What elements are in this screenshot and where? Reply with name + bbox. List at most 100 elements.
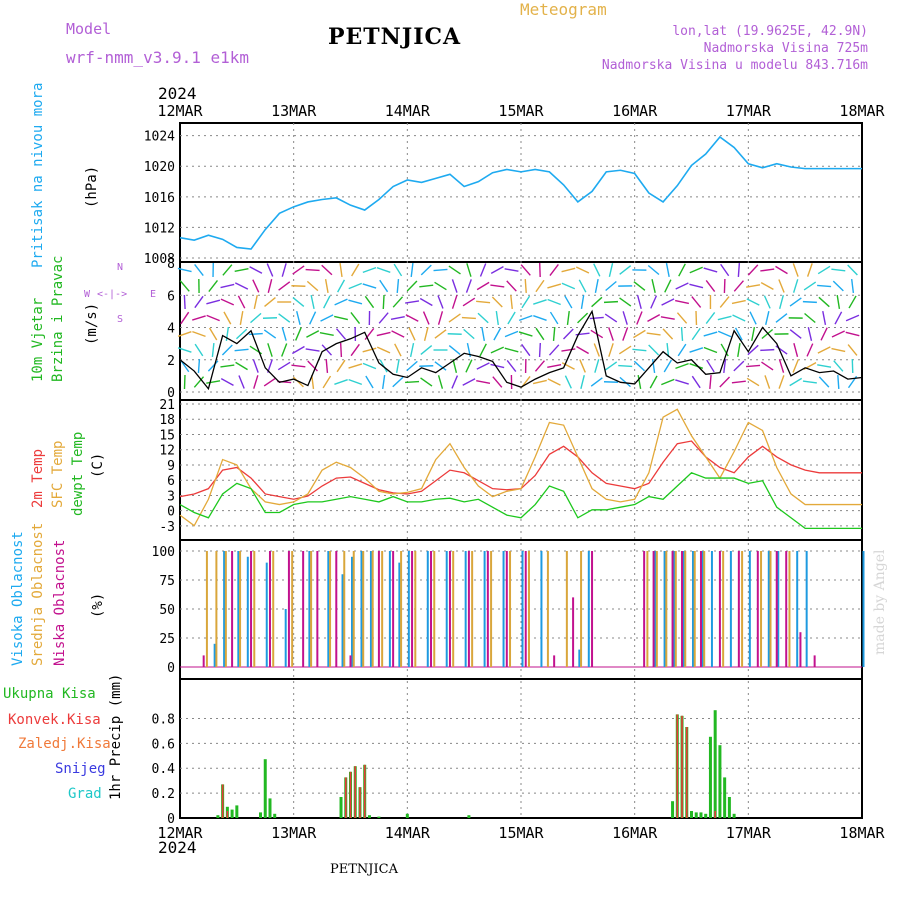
wind-arrow	[561, 282, 576, 290]
wind-arrow	[822, 310, 827, 326]
wind-arrow	[746, 364, 761, 368]
wind-arrow	[252, 279, 260, 293]
wind-arrow	[434, 281, 447, 291]
wind-arrow	[847, 344, 858, 356]
wind-arrow	[278, 281, 291, 291]
wind-arrow	[462, 378, 476, 386]
wind-arrow	[534, 360, 545, 372]
wind-arrow	[817, 284, 832, 288]
y-tick-label: 25	[159, 632, 175, 647]
wind-arrow	[549, 311, 559, 325]
y-tick-label: 21	[159, 398, 175, 413]
wind-arrow	[239, 310, 244, 326]
wind-arrow	[845, 331, 860, 337]
wind-arrow	[619, 265, 632, 275]
wind-arrow	[392, 376, 404, 388]
wind-arrow	[575, 266, 590, 274]
time-tick-label-top: 17MAR	[726, 102, 772, 120]
wind-arrow	[837, 374, 840, 390]
time-tick-label-bottom: 13MAR	[271, 824, 317, 842]
wind-arrow	[206, 314, 220, 322]
wind-arrow	[535, 279, 545, 293]
wind-arrow	[619, 297, 632, 307]
wind-arrow	[336, 359, 346, 373]
wind-arrow	[179, 280, 190, 292]
compass-cross-icon: <-|->	[97, 289, 128, 300]
wind-arrow	[661, 378, 675, 386]
wind-arrow	[633, 281, 646, 291]
wind-arrow	[223, 311, 232, 325]
wind-arrow	[775, 265, 788, 275]
wind-arrow	[434, 361, 447, 371]
wind-arrow	[208, 280, 219, 292]
wind-arrow	[334, 298, 348, 306]
wind-arrow	[535, 327, 545, 341]
compass-s: S	[117, 314, 124, 325]
wind-arrow	[365, 375, 374, 389]
wind-arrow	[579, 359, 586, 373]
wind-arrow	[845, 314, 860, 322]
wind-arrow	[591, 296, 603, 308]
y-tick-label: 0	[167, 661, 175, 676]
wind-arrow	[490, 363, 505, 369]
wind-arrow	[717, 315, 732, 321]
wind-arrow	[564, 295, 573, 309]
time-tick-label-top: 12MAR	[157, 102, 203, 120]
wind-arrow	[689, 363, 704, 369]
wind-arrow	[250, 312, 262, 324]
wind-arrow	[492, 376, 503, 388]
wind-arrow	[393, 263, 403, 277]
wind-arrow	[647, 264, 660, 276]
wind-arrow	[719, 376, 731, 388]
y-tick-label: 8	[167, 257, 175, 272]
wind-arrow	[636, 311, 643, 325]
precip-conv-bar	[344, 777, 347, 818]
wind-arrow	[703, 331, 718, 337]
wind-arrow	[420, 264, 432, 276]
wind-arrow	[806, 343, 814, 357]
wind-arrow	[193, 376, 205, 388]
wind-arrow	[818, 296, 830, 308]
year-label-bottom: 2024	[158, 838, 197, 857]
precip-conv-bar	[676, 714, 679, 818]
wind-arrow	[817, 265, 831, 275]
wind-arrow	[409, 343, 415, 357]
precip-conv-bar	[221, 784, 224, 818]
wind-arrow	[765, 311, 770, 325]
wind-arrow	[577, 312, 589, 324]
wind-arrow	[561, 362, 575, 370]
wind-arrow	[703, 267, 718, 273]
wind-arrow	[689, 283, 704, 289]
wind-arrow	[490, 284, 505, 288]
wind-arrow	[763, 295, 771, 309]
y-tick-label: 100	[152, 545, 175, 560]
model-elevation-label: Nadmorska Visina u modelu 843.716m	[601, 58, 868, 73]
wind-arrow	[334, 379, 348, 385]
wind-arrow	[651, 358, 656, 374]
precip-total-bar	[230, 809, 234, 818]
wind-arrow	[249, 266, 263, 274]
wind-arrow	[350, 343, 360, 357]
wind-arrow	[192, 330, 206, 338]
precip-total-bar	[263, 759, 267, 818]
wind-arrow	[608, 327, 614, 341]
dewpt-line	[179, 472, 862, 530]
precip-total-bar	[377, 816, 381, 818]
wind-arrow	[789, 329, 802, 339]
wind-arrow	[848, 295, 857, 309]
precip-total-bar	[718, 745, 722, 818]
wind-arrow	[481, 326, 486, 342]
wind-arrow	[760, 268, 775, 272]
wind-arrow	[633, 329, 646, 339]
y-tick-label: 18	[159, 413, 175, 428]
legend-grad: Grad	[68, 786, 102, 802]
y-tick-label: 0.8	[152, 712, 175, 727]
wind-arrow	[264, 297, 276, 307]
y-tick-label: 6	[167, 474, 175, 489]
y-tick-label: 0.6	[152, 737, 175, 752]
compass-w: W	[84, 289, 91, 300]
wind-arrow	[437, 295, 444, 309]
wind-arrow	[507, 311, 516, 325]
wind-arrow	[177, 331, 192, 337]
wind-arrow	[319, 331, 334, 337]
